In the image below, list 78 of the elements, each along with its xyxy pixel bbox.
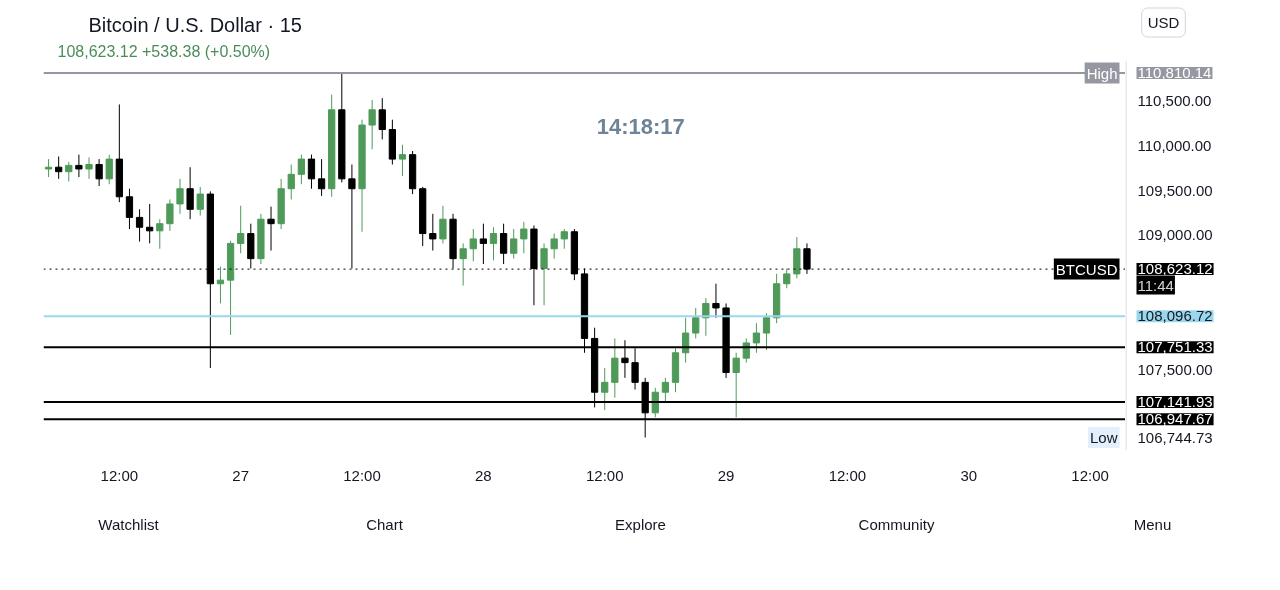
candlestick	[176, 178, 184, 215]
candlestick	[783, 268, 791, 289]
candlestick	[65, 161, 73, 183]
text: Watchlist	[98, 516, 160, 533]
candlestick	[489, 226, 498, 261]
candlestick	[752, 322, 761, 354]
candlestick	[105, 154, 113, 185]
candlestick	[398, 144, 407, 177]
x-tick-label: 12:00	[343, 466, 381, 484]
y-tick-label: 109,000.00	[1137, 226, 1213, 244]
candlestick	[560, 228, 568, 250]
candlestick	[510, 228, 518, 260]
candlestick	[550, 233, 558, 260]
candlestick	[95, 158, 103, 187]
text: Chart	[366, 516, 404, 533]
chart-title: Bitcoin / U.S. Dollar · 15	[88, 13, 302, 36]
candlestick	[499, 223, 508, 265]
text: Menu	[1133, 516, 1172, 533]
ref-line-label: BTCUSD	[1055, 260, 1118, 278]
candlestick	[742, 337, 750, 364]
candlestick	[287, 164, 295, 200]
x-tick-label: 12:00	[585, 466, 624, 484]
x-tick-label: 29	[717, 466, 735, 484]
candlestick	[661, 377, 670, 403]
y-tick-label: 106,744.73	[1137, 428, 1213, 446]
candlestick	[378, 97, 386, 140]
y-tick-label: 110,810.14	[1137, 64, 1212, 82]
candlestick	[186, 166, 194, 220]
candlestick	[307, 154, 316, 190]
y-tick-label: 107,751.33	[1137, 338, 1213, 356]
ref-line-label: High	[1086, 64, 1118, 82]
candlestick	[732, 352, 740, 418]
candlestick	[237, 205, 245, 254]
y-tick-label: 108,623.12	[1137, 260, 1213, 278]
x-tick-label: 28	[475, 466, 492, 484]
x-tick-label: 12:00	[1071, 466, 1109, 484]
candlestick	[712, 283, 720, 319]
candlestick	[156, 218, 164, 250]
text: 11:44	[1137, 276, 1174, 294]
candlestick	[55, 155, 63, 180]
candlestick	[540, 242, 548, 306]
candlestick	[267, 206, 275, 252]
y-tick-label: 107,141.93	[1137, 392, 1213, 410]
candlestick	[125, 188, 134, 230]
x-tick-label: 30	[960, 466, 978, 484]
candlestick	[196, 186, 204, 217]
candlestick	[368, 99, 376, 150]
x-tick-label: 27	[232, 466, 250, 484]
y-tick-label: 109,500.00	[1137, 181, 1213, 199]
candlestick	[520, 221, 528, 254]
candlestick	[85, 156, 93, 180]
candlestick	[479, 223, 488, 265]
text: Explore	[615, 516, 666, 533]
x-tick-label: 12:00	[100, 466, 139, 484]
text: Community	[858, 516, 935, 533]
candlestick	[692, 307, 700, 339]
candlestick	[297, 154, 305, 185]
candlestick	[429, 213, 437, 252]
candlestick	[135, 208, 144, 243]
candlestick	[75, 154, 83, 178]
annotation: 14:18:17	[596, 114, 685, 140]
candlestick	[439, 205, 447, 244]
y-tick-label: 107,500.00	[1137, 360, 1213, 378]
candlestick	[166, 198, 174, 232]
candlestick	[317, 158, 326, 197]
annotation: Low	[1089, 429, 1118, 447]
y-axis-title: USD	[1147, 14, 1180, 31]
y-tick-label: 108,096.72	[1137, 307, 1213, 325]
candlestick	[601, 367, 609, 411]
y-tick-label: 106,947.67	[1137, 410, 1213, 428]
x-tick-label: 12:00	[828, 466, 867, 484]
candlestick	[469, 228, 477, 262]
candlestick	[762, 312, 771, 351]
chart-subtitle: 108,623.12 +538.38 (+0.50%)	[57, 43, 271, 60]
y-tick-label: 110,500.00	[1137, 91, 1212, 109]
candlestick	[702, 297, 710, 337]
candlestick	[459, 242, 467, 287]
y-tick-label: 110,000.00	[1137, 136, 1212, 154]
